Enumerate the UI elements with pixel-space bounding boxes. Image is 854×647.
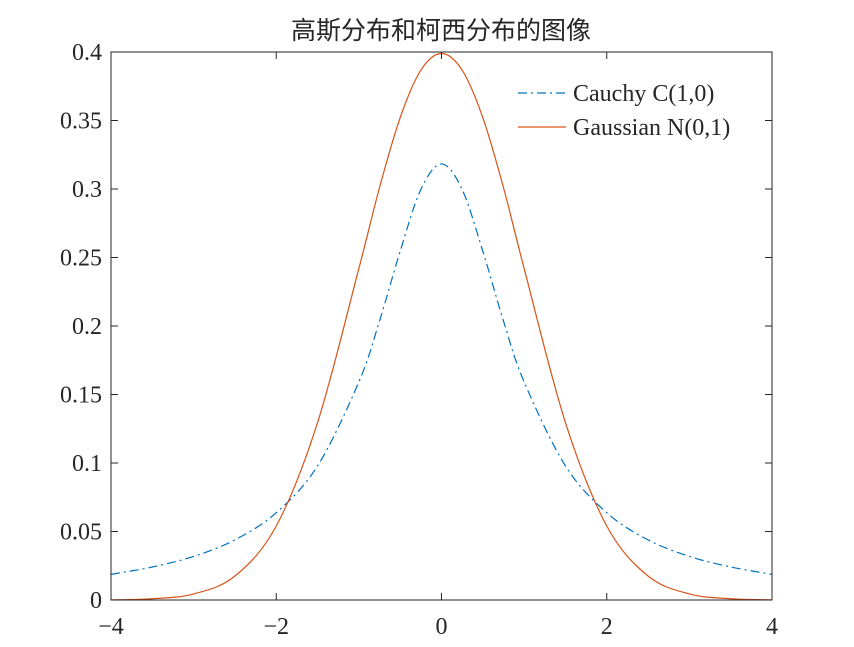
y-tick-label: 0.4 bbox=[72, 40, 102, 66]
series-line-cauchy bbox=[110, 163, 773, 575]
x-tick-label: 2 bbox=[601, 614, 613, 640]
x-tick-label: −4 bbox=[98, 614, 124, 640]
legend: Cauchy C(1,0) Gaussian N(0,1) bbox=[518, 81, 730, 141]
chart-title: 高斯分布和柯西分布的图像 bbox=[291, 16, 591, 45]
x-axis: −4 −2 0 2 4 bbox=[98, 52, 778, 640]
y-tick-label: 0.1 bbox=[72, 451, 102, 477]
y-tick-label: 0.2 bbox=[72, 314, 102, 340]
y-tick-label: 0 bbox=[90, 588, 102, 614]
y-tick-label: 0.35 bbox=[60, 109, 102, 135]
legend-label: Gaussian N(0,1) bbox=[573, 115, 730, 141]
y-tick-label: 0.3 bbox=[72, 177, 102, 203]
x-tick-label: −2 bbox=[263, 614, 289, 640]
y-tick-label: 0.25 bbox=[60, 246, 102, 272]
x-tick-label: 0 bbox=[436, 614, 448, 640]
y-axis: 0 0.05 0.1 0.15 0.2 0.25 0.3 0.35 0.4 bbox=[60, 40, 772, 614]
legend-label: Cauchy C(1,0) bbox=[573, 81, 714, 107]
y-tick-label: 0.15 bbox=[60, 383, 102, 409]
x-tick-label: 4 bbox=[766, 614, 778, 640]
y-tick-label: 0.05 bbox=[60, 520, 102, 546]
